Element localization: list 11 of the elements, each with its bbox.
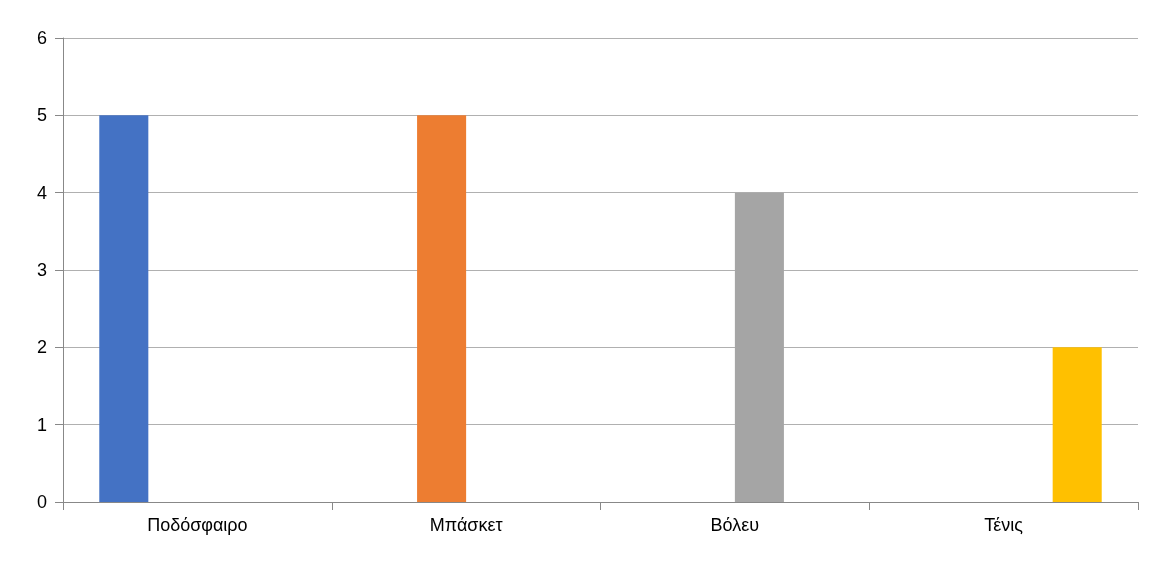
x-tick-label: Μπάσκετ [429,515,503,535]
x-tick-label: Τένις [984,515,1024,535]
x-tick-label: Βόλευ [710,515,760,535]
y-tick-label: 6 [36,28,47,48]
y-tick-label: 4 [36,182,47,203]
y-tick-label: 1 [36,414,47,435]
x-tick-label: Ποδόσφαιρο [147,515,248,535]
y-tick-label: 3 [36,260,47,280]
y-tick-label: 2 [36,337,47,358]
y-tick-label: 5 [36,105,47,126]
y-tick-label: 0 [36,492,47,512]
